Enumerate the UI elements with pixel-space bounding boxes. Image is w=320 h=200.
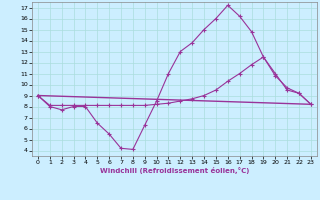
- X-axis label: Windchill (Refroidissement éolien,°C): Windchill (Refroidissement éolien,°C): [100, 167, 249, 174]
